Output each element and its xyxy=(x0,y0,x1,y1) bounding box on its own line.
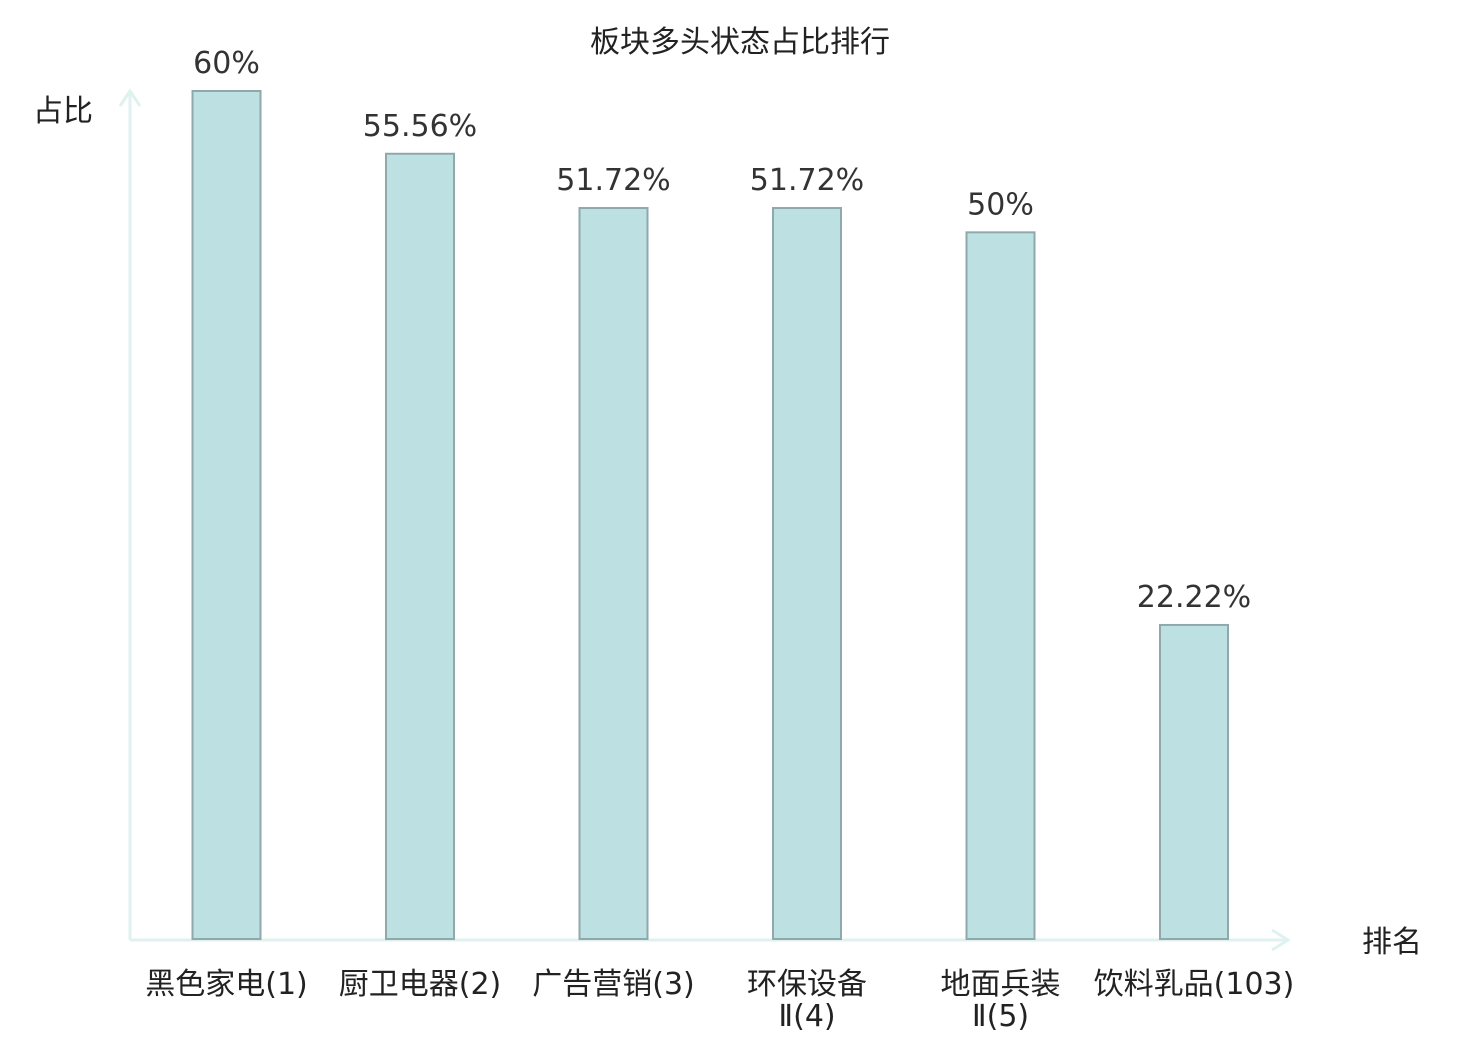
value-labels: 60% 55.56% 51.72% 51.72% 50% 22.22% xyxy=(193,46,1251,615)
bar xyxy=(191,90,262,940)
bar xyxy=(965,231,1036,941)
value-label: 55.56% xyxy=(363,109,477,144)
bar xyxy=(385,152,455,940)
category-label: 厨卫电器(2) xyxy=(339,967,502,1002)
value-label: 51.72% xyxy=(750,163,864,198)
value-label: 60% xyxy=(193,46,260,81)
category-label: 地面兵装 xyxy=(941,967,1061,1002)
category-label: 黑色家电(1) xyxy=(145,967,308,1002)
y-axis-label: 占比 xyxy=(33,94,93,129)
category-label: Ⅱ(5) xyxy=(972,999,1029,1034)
axes xyxy=(118,88,1291,952)
category-label: 饮料乳品(103) xyxy=(1094,967,1295,1002)
y-axis-arrow xyxy=(118,88,142,107)
x-axis-arrow xyxy=(1271,928,1291,952)
bars xyxy=(191,90,1229,941)
category-label: Ⅱ(4) xyxy=(778,999,835,1034)
x-axis-label: 排名 xyxy=(1362,925,1422,960)
value-label: 22.22% xyxy=(1137,580,1251,615)
bar xyxy=(772,207,842,941)
category-label: 广告营销(3) xyxy=(532,967,695,1002)
chart-title: 板块多头状态占比排行 xyxy=(590,25,890,60)
value-label: 51.72% xyxy=(556,163,670,198)
value-label: 50% xyxy=(967,187,1034,222)
bar xyxy=(578,207,649,941)
bar xyxy=(1159,623,1229,940)
category-label: 环保设备 xyxy=(747,967,867,1002)
